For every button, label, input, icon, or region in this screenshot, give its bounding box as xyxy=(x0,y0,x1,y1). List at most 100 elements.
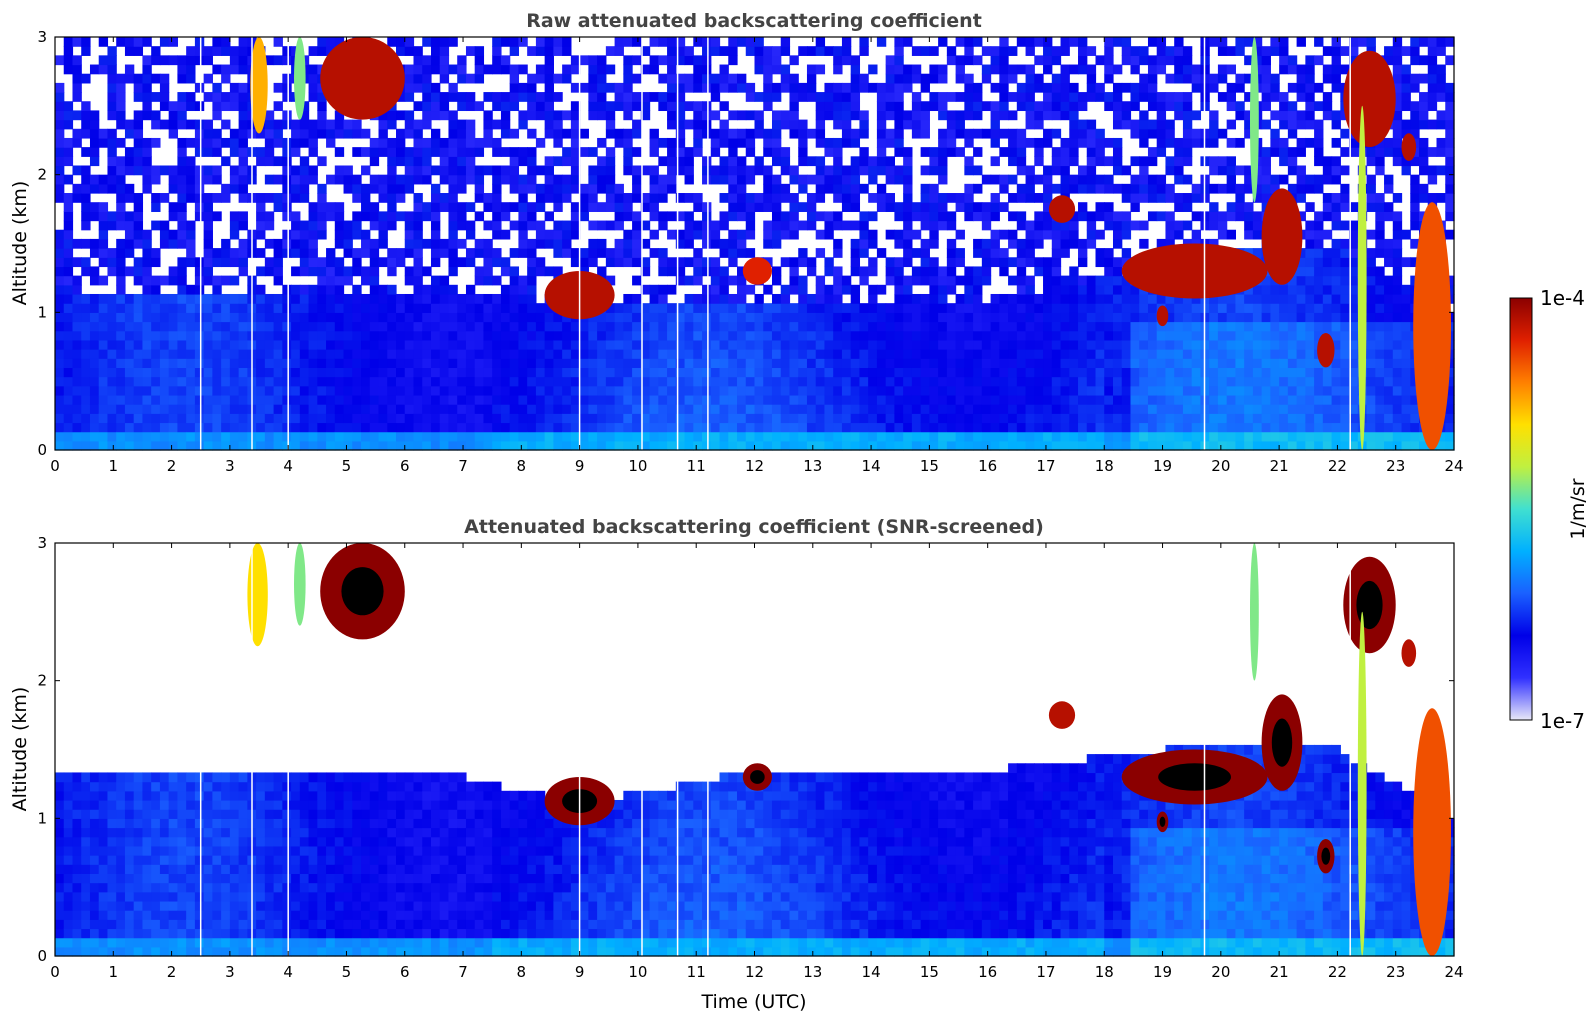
heatmap-cell xyxy=(439,284,450,295)
heatmap-cell xyxy=(238,422,248,433)
heatmap-cell xyxy=(500,110,511,121)
heatmap-cell xyxy=(614,376,624,387)
heatmap-cell xyxy=(439,110,450,121)
heatmap-cell xyxy=(107,55,117,66)
heatmap-cell xyxy=(649,339,659,350)
heatmap-cell xyxy=(754,321,764,332)
heatmap-cell xyxy=(413,321,423,332)
heatmap-cell xyxy=(911,202,922,212)
heatmap-cell xyxy=(264,349,275,359)
heatmap-cell xyxy=(868,303,878,313)
heatmap-cell xyxy=(894,312,904,323)
heatmap-cell xyxy=(518,358,528,368)
heatmap-cell xyxy=(430,64,441,75)
heatmap-cell xyxy=(256,147,266,157)
heatmap-cell xyxy=(728,440,738,451)
heatmap-cell xyxy=(789,119,799,130)
heatmap-cell xyxy=(1034,303,1044,313)
heatmap-cell xyxy=(63,376,74,387)
heatmap-cell xyxy=(570,422,581,433)
heatmap-cell xyxy=(1244,349,1254,359)
heatmap-cell xyxy=(326,422,336,433)
heatmap-cell xyxy=(308,303,318,313)
heatmap-cell xyxy=(684,349,694,359)
heatmap-cell xyxy=(116,193,126,203)
heatmap-cell xyxy=(483,394,493,405)
heatmap-cell xyxy=(63,367,74,378)
heatmap-cell xyxy=(798,404,808,414)
heatmap-cell xyxy=(903,183,913,194)
heatmap-cell xyxy=(116,211,126,222)
heatmap-cell xyxy=(1139,422,1149,433)
heatmap-cell xyxy=(457,339,467,350)
heatmap-cell xyxy=(186,92,196,102)
heatmap-cell xyxy=(535,394,546,405)
heatmap-cell xyxy=(570,339,581,350)
heatmap-cell xyxy=(973,275,983,286)
heatmap-cell xyxy=(369,422,380,433)
heatmap-cell xyxy=(177,349,187,359)
heatmap-cell xyxy=(1244,293,1254,304)
heatmap-cell xyxy=(518,422,528,433)
heatmap-cell xyxy=(430,257,441,268)
heatmap-cell xyxy=(343,183,353,194)
heatmap-cell xyxy=(1209,321,1219,332)
heatmap-cell xyxy=(308,312,318,323)
heatmap-cell xyxy=(955,248,965,258)
heatmap-cell xyxy=(1016,349,1027,359)
heatmap-cell xyxy=(1244,367,1254,378)
heatmap-cell xyxy=(614,422,624,433)
heatmap-cell xyxy=(911,293,922,304)
heatmap-cell xyxy=(815,367,826,378)
heatmap-cell xyxy=(238,358,248,368)
heatmap-cell xyxy=(553,193,563,203)
heatmap-cell xyxy=(55,174,65,185)
heatmap-cell xyxy=(1025,284,1035,295)
heatmap-cell xyxy=(929,330,939,341)
heatmap-cell xyxy=(291,385,301,396)
heatmap-cell xyxy=(876,303,887,313)
heatmap-cell xyxy=(177,119,187,130)
heatmap-cell xyxy=(1025,422,1035,433)
heatmap-cell xyxy=(1043,202,1053,212)
heatmap-cell xyxy=(369,376,380,387)
heatmap-cell xyxy=(1217,293,1228,304)
heatmap-cell xyxy=(518,110,528,121)
heatmap-cell xyxy=(658,211,668,222)
heatmap-cell xyxy=(387,385,397,396)
heatmap-cell xyxy=(229,349,240,359)
heatmap-cell xyxy=(623,330,633,341)
heatmap-cell xyxy=(588,193,598,203)
heatmap-cell xyxy=(859,358,869,368)
heatmap-cell xyxy=(789,266,799,277)
heatmap-cell xyxy=(553,358,563,368)
heatmap-cell xyxy=(212,82,222,93)
heatmap-cell xyxy=(973,147,983,157)
heatmap-cell xyxy=(448,193,458,203)
heatmap-cell xyxy=(212,248,222,258)
heatmap-cell xyxy=(273,404,283,414)
heatmap-cell xyxy=(238,266,248,277)
heatmap-cell xyxy=(920,394,930,405)
heatmap-cell xyxy=(142,284,152,295)
heatmap-cell xyxy=(404,394,415,405)
heatmap-cell xyxy=(430,238,441,249)
heatmap-cell xyxy=(159,394,170,405)
heatmap-cell xyxy=(63,431,74,442)
heatmap-cell xyxy=(422,376,432,387)
heatmap-cell xyxy=(710,92,721,102)
heatmap-cell xyxy=(1147,147,1158,157)
heatmap-cell xyxy=(1182,174,1193,185)
heatmap-cell xyxy=(1060,137,1070,148)
heatmap-cell xyxy=(885,82,895,93)
heatmap-cell xyxy=(702,394,712,405)
heatmap-cell xyxy=(282,46,292,56)
heatmap-cell xyxy=(640,358,651,368)
heatmap-cell xyxy=(789,110,799,121)
heatmap-cell xyxy=(63,303,74,313)
heatmap-cell xyxy=(133,119,144,130)
heatmap-cell xyxy=(229,312,240,323)
heatmap-cell xyxy=(142,101,152,112)
heatmap-cell xyxy=(1139,413,1149,424)
heatmap-cell xyxy=(1051,293,1062,304)
